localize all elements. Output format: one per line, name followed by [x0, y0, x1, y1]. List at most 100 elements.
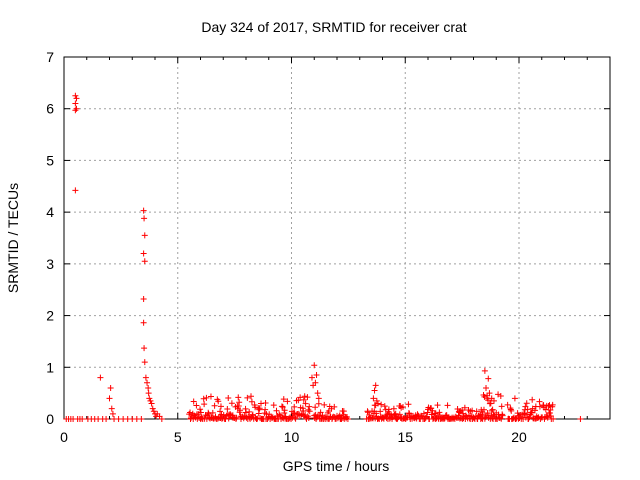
data-point	[97, 374, 104, 381]
data-point	[144, 379, 151, 386]
data-point	[432, 410, 439, 417]
data-point	[217, 408, 224, 415]
data-point	[547, 406, 554, 413]
plot-frame	[63, 56, 611, 420]
data-point	[193, 402, 200, 409]
data-point	[106, 395, 113, 402]
x-tick-label: 20	[511, 429, 527, 445]
data-point	[252, 404, 259, 411]
data-point	[481, 393, 488, 400]
data-point	[434, 402, 441, 409]
data-point	[490, 397, 497, 404]
data-point	[72, 100, 79, 107]
data-point	[258, 400, 265, 407]
y-axis-label: SRMTID / TECUs	[5, 183, 21, 293]
data-point	[207, 393, 214, 400]
data-point	[390, 405, 397, 412]
data-point	[381, 403, 388, 410]
data-point	[244, 394, 251, 401]
data-point	[197, 406, 204, 413]
data-point	[201, 401, 208, 408]
data-point	[79, 416, 86, 422]
y-tick-label: 7	[46, 49, 54, 65]
data-point	[140, 319, 147, 326]
data-point	[420, 410, 427, 417]
x-tick-label: 0	[60, 429, 68, 445]
data-point	[142, 374, 149, 381]
x-tick-label: 5	[174, 429, 182, 445]
data-point	[550, 415, 557, 422]
data-point	[485, 375, 492, 382]
data-point	[499, 412, 506, 419]
data-point	[279, 414, 286, 421]
data-point	[504, 401, 511, 408]
data-point	[306, 408, 313, 415]
data-point	[273, 407, 280, 414]
data-point	[371, 387, 378, 394]
data-point	[486, 390, 493, 397]
data-point	[482, 414, 489, 421]
data-point	[428, 405, 435, 412]
data-point	[200, 395, 207, 402]
data-point	[276, 411, 283, 418]
data-point	[536, 403, 543, 410]
data-point	[461, 404, 468, 411]
data-point	[72, 92, 79, 99]
data-point	[278, 403, 285, 410]
data-point	[243, 409, 249, 416]
data-point	[485, 397, 492, 404]
data-point	[246, 408, 253, 415]
data-point	[305, 415, 312, 422]
data-point	[227, 411, 234, 418]
data-point	[422, 414, 429, 421]
data-point	[217, 403, 224, 410]
data-point	[195, 410, 202, 417]
data-point	[344, 415, 351, 422]
data-point	[141, 232, 148, 239]
data-point	[108, 405, 115, 412]
data-point	[73, 105, 80, 112]
data-point	[340, 408, 347, 415]
data-point	[209, 409, 216, 416]
data-point	[281, 407, 288, 414]
data-point	[480, 406, 487, 413]
data-point	[305, 406, 312, 413]
data-point	[484, 410, 491, 417]
data-point	[140, 296, 147, 303]
data-point	[321, 401, 328, 408]
data-point	[481, 367, 488, 374]
data-point	[489, 406, 496, 413]
data-point	[483, 384, 490, 391]
data-point	[141, 258, 148, 265]
data-point	[262, 406, 269, 413]
data-point	[302, 411, 309, 418]
data-point	[524, 406, 531, 413]
data-point	[297, 394, 304, 401]
x-tick-label: 10	[284, 429, 300, 445]
data-point	[228, 400, 235, 407]
data-point	[211, 402, 218, 409]
data-point	[215, 398, 222, 405]
data-point	[396, 411, 403, 418]
data-point	[73, 95, 80, 102]
data-point	[526, 414, 533, 421]
data-point	[478, 415, 485, 422]
data-point	[315, 395, 322, 402]
data-point	[237, 407, 244, 414]
data-point	[109, 410, 116, 417]
data-point	[150, 408, 157, 415]
data-point	[577, 416, 584, 422]
data-point	[311, 362, 318, 369]
data-point	[529, 396, 536, 403]
data-point	[224, 406, 231, 413]
data-point	[72, 187, 79, 194]
data-point	[523, 400, 530, 407]
y-tick-label: 5	[46, 152, 54, 168]
data-point	[140, 250, 147, 257]
data-point	[270, 402, 277, 409]
data-point	[520, 415, 527, 422]
data-point	[138, 416, 145, 422]
data-point	[498, 415, 505, 422]
data-point	[262, 400, 269, 407]
x-axis-label: GPS time / hours	[283, 458, 390, 474]
